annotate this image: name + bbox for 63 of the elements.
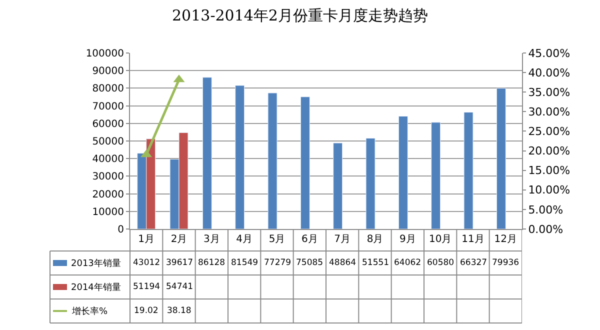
data-label: 81549 <box>231 258 258 268</box>
chart-title: 2013-2014年2月份重卡月度走势趋势 <box>172 6 428 24</box>
x-tick-label: 1月 <box>138 234 155 245</box>
bar <box>398 116 408 229</box>
legend-label: 增长率% <box>71 306 108 317</box>
data-label: 39617 <box>166 258 194 268</box>
x-tick-label: 10月 <box>428 234 452 245</box>
y-tick-label: 70000 <box>92 101 124 112</box>
x-tick-label: 11月 <box>462 234 484 245</box>
y-tick-label: 80000 <box>92 84 124 95</box>
y2-tick-label: 45.00% <box>528 46 570 60</box>
x-tick-label: 9月 <box>399 234 416 245</box>
bar <box>464 112 474 229</box>
y2-tick-label: 20.00% <box>528 144 570 158</box>
bar <box>496 88 506 229</box>
y-tick-label: 90000 <box>92 66 124 78</box>
bar <box>366 138 376 229</box>
y-tick-label: 0 <box>118 224 124 236</box>
y-tick-label: 10000 <box>92 206 124 218</box>
y2-tick-label: 30.00% <box>528 106 570 119</box>
y2-tick-label: 40.00% <box>528 66 570 80</box>
bar <box>202 77 212 229</box>
y2-tick-label: 5.00% <box>528 203 564 216</box>
data-label: 66327 <box>460 258 488 268</box>
data-label: 43012 <box>133 258 160 268</box>
data-label: 51194 <box>133 282 160 292</box>
data-label: 75085 <box>296 258 324 268</box>
y2-tick-label: 15.00% <box>528 164 570 178</box>
y2-tick-label: 10.00% <box>528 184 570 197</box>
x-tick-label: 4月 <box>236 234 253 245</box>
y-tick-label: 50000 <box>92 136 124 148</box>
x-tick-label: 12月 <box>494 234 518 245</box>
bar <box>431 122 441 229</box>
data-label: 60580 <box>427 258 454 268</box>
data-label: 77279 <box>264 258 292 268</box>
y2-tick-label: 0.00% <box>528 222 564 236</box>
y-tick-label: 40000 <box>92 154 124 166</box>
legend-label: 2014年销量 <box>71 282 121 293</box>
x-tick-label: 2月 <box>170 234 188 245</box>
x-tick-label: 5月 <box>268 234 286 245</box>
y-tick-label: 60000 <box>92 118 124 130</box>
x-tick-label: 8月 <box>366 234 384 245</box>
data-label: 64062 <box>394 258 422 268</box>
bar <box>235 85 245 229</box>
x-tick-label: 3月 <box>203 234 220 245</box>
data-label: 86128 <box>198 258 226 268</box>
y-tick-label: 100000 <box>86 48 124 60</box>
data-label: 51551 <box>362 258 390 268</box>
legend-label: 2013年销量 <box>71 258 121 269</box>
y-tick-label: 30000 <box>92 172 124 183</box>
data-label: 48864 <box>329 258 356 268</box>
y2-tick-label: 35.00% <box>528 86 570 99</box>
data-label: 19.02 <box>134 306 158 316</box>
y2-tick-label: 25.00% <box>528 125 570 138</box>
data-label: 38.18 <box>167 306 192 316</box>
x-tick-label: 6月 <box>301 234 318 245</box>
bar <box>268 92 278 229</box>
data-label: 54741 <box>166 282 194 292</box>
y-tick-label: 20000 <box>92 189 124 200</box>
bar <box>333 142 343 229</box>
data-label: 79936 <box>492 258 520 268</box>
x-tick-label: 7月 <box>334 234 351 245</box>
bar <box>300 96 310 229</box>
